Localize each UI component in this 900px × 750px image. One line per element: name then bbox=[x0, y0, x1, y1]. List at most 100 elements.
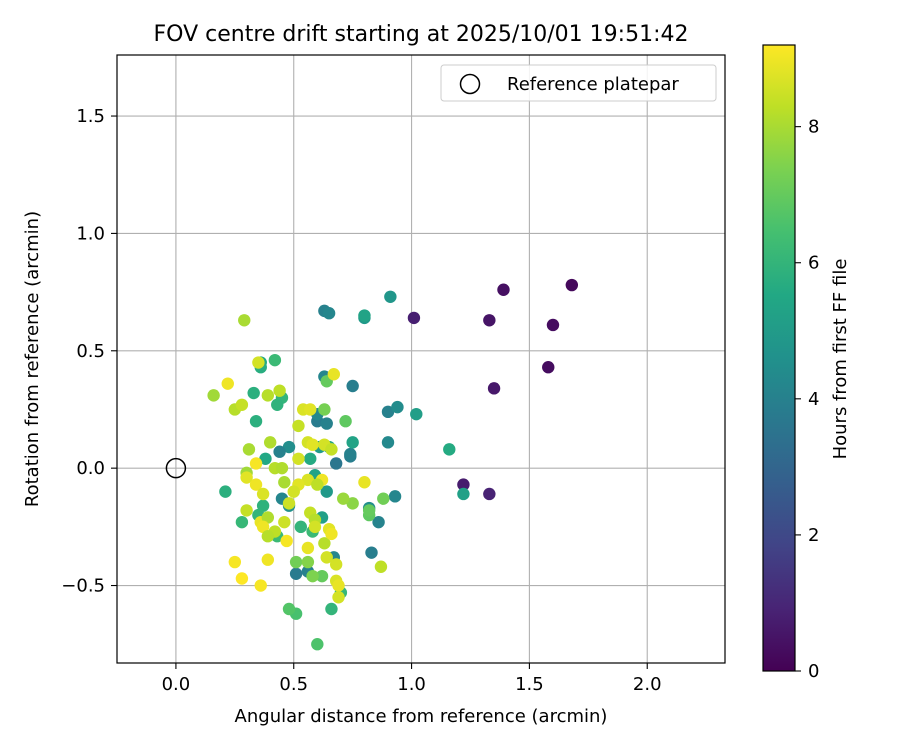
scatter-point bbox=[325, 602, 338, 616]
scatter-point bbox=[249, 415, 263, 428]
scatter-point bbox=[268, 353, 282, 367]
scatter-point bbox=[301, 541, 315, 555]
colorbar-tick-label: 4 bbox=[808, 389, 819, 410]
colorbar-tick-label: 2 bbox=[808, 525, 819, 546]
scatter-point bbox=[332, 591, 345, 604]
scatter-point bbox=[542, 361, 555, 374]
scatter-point bbox=[457, 487, 470, 501]
scatter-point bbox=[358, 476, 371, 489]
scatter-point bbox=[304, 452, 317, 465]
scatter-point bbox=[365, 546, 378, 559]
scatter-point bbox=[292, 452, 305, 465]
scatter-point bbox=[362, 504, 376, 517]
scatter-point bbox=[443, 443, 456, 456]
scatter-point bbox=[381, 405, 395, 419]
y-tick-label: −0.5 bbox=[61, 576, 105, 597]
scatter-point bbox=[374, 560, 388, 573]
scatter-point bbox=[261, 511, 275, 524]
scatter-point bbox=[278, 476, 291, 489]
scatter-point bbox=[457, 478, 470, 491]
scatter-point bbox=[339, 415, 352, 428]
scatter-point bbox=[332, 579, 345, 592]
scatter-point bbox=[289, 567, 303, 580]
scatter-point bbox=[287, 485, 300, 498]
x-tick-label: 2.0 bbox=[633, 674, 662, 695]
plot-area bbox=[117, 55, 725, 663]
scatter-point bbox=[240, 471, 253, 484]
scatter-point bbox=[315, 569, 329, 583]
scatter-point bbox=[325, 443, 338, 456]
y-tick-label: 1.5 bbox=[76, 106, 105, 127]
scatter-point bbox=[546, 318, 560, 332]
scatter-point bbox=[372, 515, 385, 529]
grid bbox=[117, 55, 725, 663]
scatter-point bbox=[311, 478, 324, 491]
scatter-point bbox=[391, 400, 404, 414]
scatter-point bbox=[320, 417, 333, 430]
scatter-point bbox=[207, 389, 220, 402]
scatter-point bbox=[282, 602, 296, 616]
scatter-point bbox=[292, 419, 305, 433]
colorbar-tick-label: 6 bbox=[808, 253, 819, 274]
x-tick-label: 0.5 bbox=[279, 674, 308, 695]
colorbar-gradient bbox=[762, 44, 796, 672]
scatter-point bbox=[377, 492, 390, 505]
chart-title: FOV centre drift starting at 2025/10/01 … bbox=[154, 22, 689, 47]
scatter-point bbox=[327, 368, 341, 381]
scatter-point bbox=[304, 403, 317, 416]
scatter-point bbox=[318, 537, 331, 550]
scatter-point bbox=[381, 436, 395, 449]
scatter-point bbox=[278, 515, 291, 529]
scatter-point bbox=[320, 551, 333, 564]
scatter-point bbox=[271, 398, 284, 411]
scatter-point bbox=[306, 438, 319, 451]
scatter-point bbox=[235, 515, 249, 529]
scatter-point bbox=[407, 311, 421, 325]
scatter-point bbox=[311, 638, 324, 651]
scatter-point bbox=[358, 309, 371, 322]
scatter-point bbox=[329, 457, 343, 470]
x-axis-label: Angular distance from reference (arcmin) bbox=[235, 706, 608, 727]
scatter-point bbox=[273, 384, 286, 397]
scatter-point bbox=[261, 530, 275, 543]
scatter-point bbox=[320, 485, 333, 498]
scatter-point bbox=[301, 473, 315, 487]
colorbar-tick-label: 8 bbox=[808, 117, 819, 138]
scatter-point bbox=[318, 403, 331, 416]
scatter-point bbox=[497, 283, 510, 296]
scatter-point bbox=[322, 307, 336, 320]
y-tick-label: 1.0 bbox=[76, 223, 105, 244]
scatter-point bbox=[235, 572, 249, 585]
scatter-point bbox=[487, 382, 501, 395]
legend-label: Reference platepar bbox=[507, 74, 679, 95]
y-axis-label: Rotation from reference (arcmin) bbox=[22, 211, 43, 507]
scatter-point bbox=[483, 487, 496, 501]
scatter-point bbox=[346, 379, 359, 393]
scatter-point bbox=[388, 490, 402, 503]
scatter-point bbox=[329, 558, 343, 571]
scatter-point bbox=[256, 520, 270, 534]
scatter-point bbox=[483, 314, 496, 327]
scatter-point bbox=[256, 487, 270, 501]
y-tick-label: 0.0 bbox=[76, 458, 105, 479]
scatter-point bbox=[337, 492, 350, 505]
x-tick-label: 1.0 bbox=[397, 674, 426, 695]
scatter-point bbox=[219, 485, 232, 498]
scatter-point bbox=[254, 579, 267, 592]
plot-frame bbox=[116, 54, 726, 664]
x-tick-label: 1.5 bbox=[515, 674, 544, 695]
colorbar: 0 2 4 6 8 Hours from first FF file bbox=[762, 44, 851, 682]
scatter-point bbox=[282, 497, 296, 510]
scatter-point bbox=[247, 386, 260, 400]
x-axis-ticks: 0.0 0.5 1.0 1.5 2.0 bbox=[162, 663, 662, 695]
scatter-point bbox=[256, 499, 270, 512]
scatter-point bbox=[273, 445, 286, 458]
scatter-point bbox=[384, 290, 397, 303]
scatter-points bbox=[207, 278, 579, 651]
legend-box bbox=[440, 64, 717, 102]
scatter-point bbox=[235, 398, 249, 411]
scatter-point bbox=[249, 478, 263, 491]
scatter-point bbox=[346, 436, 359, 449]
scatter-point bbox=[308, 520, 322, 534]
